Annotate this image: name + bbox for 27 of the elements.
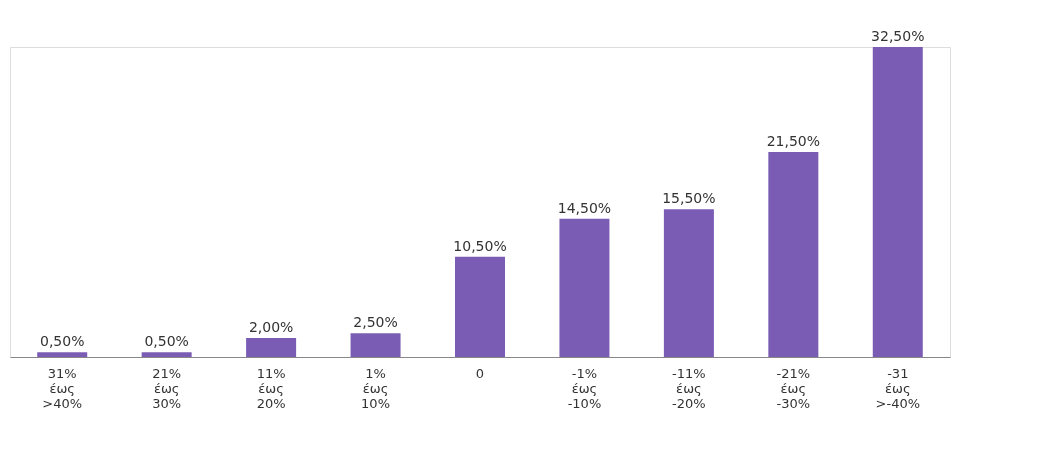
x-tick-label: 11% έως 20% [256,365,286,411]
x-tick-label: -31 έως >-40% [875,365,921,411]
bar [663,209,714,357]
bar [872,47,923,357]
x-tick-label: -11% έως -20% [672,365,706,411]
bar [455,256,505,357]
data-label: 2,50% [353,314,398,331]
x-tick-label: 1% έως 10% [361,365,391,411]
x-tick-label: 31% έως >40% [42,365,83,411]
bar [246,337,297,357]
data-label: 0,50% [144,333,189,350]
bar [141,352,192,357]
data-label: 0,50% [39,333,85,350]
x-tick-label: -1% έως -10% [567,365,602,411]
data-label: 21,50% [766,132,821,149]
data-label: 32,50% [871,28,925,44]
x-tick-label: 21% έως 30% [152,365,182,411]
data-label: 2,00% [248,318,294,335]
x-tick-label: -21% έως -30% [776,365,811,411]
x-tick-label: 0 [475,365,485,381]
data-label: 15,50% [662,190,716,207]
bar [37,352,88,357]
data-label: 14,50% [557,199,612,216]
bar [768,151,819,357]
bar [559,218,610,357]
bar [350,333,401,357]
data-label: 10,50% [453,237,507,254]
